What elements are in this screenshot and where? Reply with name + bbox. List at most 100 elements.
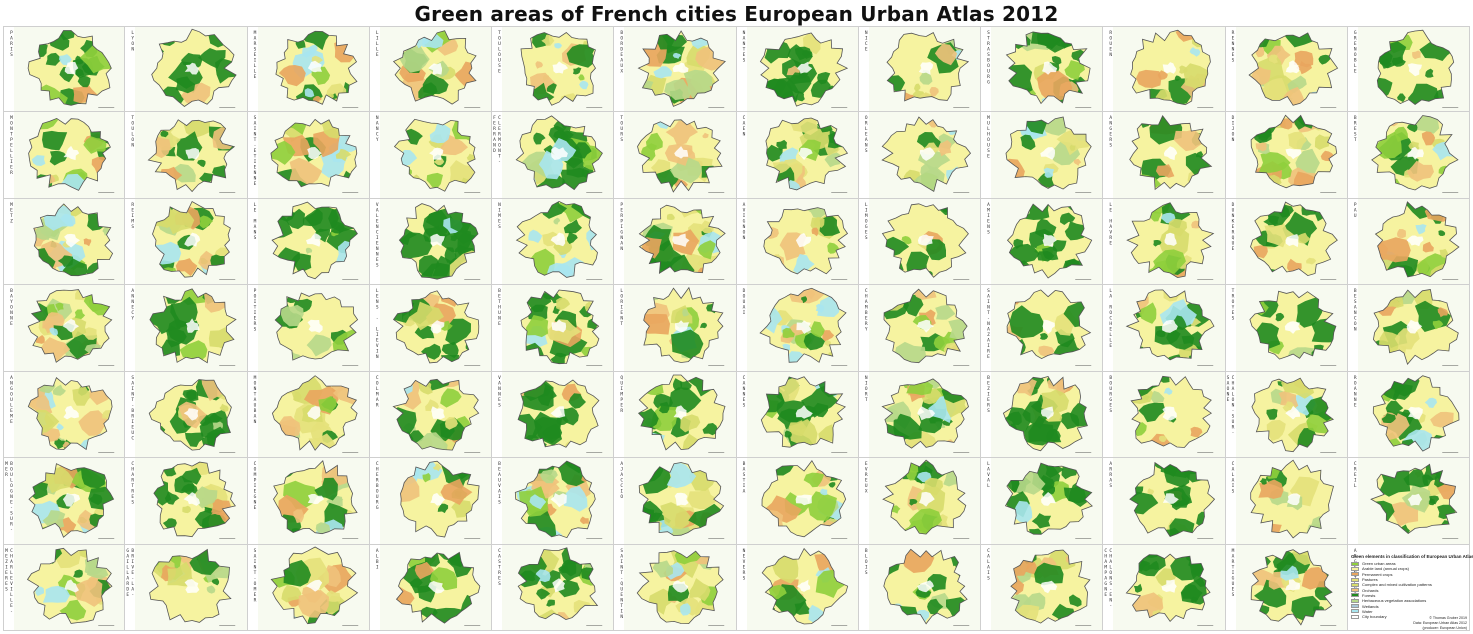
city-map [1113,112,1225,198]
city-map [1113,27,1225,112]
city-map-cell: LE HAVRE [1103,198,1226,286]
legend: Green elements in classification of Euro… [1351,554,1473,630]
legend-swatch [1351,582,1359,587]
map-title: Green areas of French cities European Ur… [414,2,1059,26]
city-map [1235,371,1347,458]
city-map-cell: NIMES [492,198,615,286]
city-label: RENNES [1230,31,1236,64]
city-map-cell: COLMAR [369,371,492,459]
city-map-cell: ROANNE [1347,371,1470,459]
city-map-cell: MULHOUSE [981,112,1104,199]
city-map [502,371,614,458]
city-map-cell: LORIENT [614,285,737,372]
city-map [502,27,614,112]
city-label: TOURS [619,116,625,144]
legend-swatch [1351,604,1359,609]
city-label: PAU [1352,202,1358,220]
city-map-cell: ALBI [369,544,492,631]
legend-item: City boundary [1351,614,1469,619]
city-map-cell: DOUAI [736,285,859,372]
city-map-cell: BLOIS [858,544,981,631]
city-label: CALAIS [986,548,991,582]
city-map [135,198,247,285]
city-label: ANNECY [130,289,136,323]
city-map-cell: BEAUVAIS [492,458,615,545]
legend-label: Complex and mixed cultivation patterns [1362,582,1432,588]
city-map-cell: METZ [3,198,126,286]
city-map [502,458,614,544]
city-map-cell: PARIS [3,26,126,113]
city-label: BASTIA [741,462,747,496]
legend-swatch [1351,566,1359,571]
city-label: MONTPELLIER [9,116,14,177]
city-map-cell: LILLE [369,26,492,113]
city-map-cell: LENS - LIEVIN [369,285,492,372]
city-map [868,112,980,198]
legend-label: Permanent crops [1362,571,1393,577]
city-label: MARSEILLE [252,31,258,81]
city-map-cell: QUIMPER [614,371,737,459]
city-map-cell: MARSEILLE [247,26,370,113]
city-map [135,458,247,544]
city-map [257,371,369,458]
city-label: REIMS [130,202,136,231]
legend-label: City boundary [1362,614,1387,620]
legend-label: Herbaceous vegetation associations [1362,598,1427,604]
city-map [991,544,1103,630]
city-map-cell: SAINT-BRIEUC [125,371,248,459]
legend-item: Water [1351,609,1469,614]
city-map-cell: BREST [1347,112,1470,199]
city-map-cell: TOULON [125,112,248,199]
city-label: ORLEANS [863,116,869,155]
city-map [379,112,491,198]
legend-item: Pastures [1351,577,1469,582]
city-map [257,458,369,544]
city-label: LE MANS [252,202,258,242]
city-label: LORIENT [619,289,625,328]
city-map [135,27,247,112]
city-label: MARTIGUES [1230,548,1236,599]
city-label: CHALONS-EN-CHAMPAGNE [1103,548,1114,610]
city-map [746,285,858,371]
city-label: DIJON [1230,116,1236,144]
city-map [135,112,247,198]
city-map [1235,458,1347,544]
city-map [624,27,736,112]
city-map-cell: BESANCON [1347,285,1470,372]
city-map [379,27,491,112]
city-map [624,198,736,285]
city-label: CLERMONT-FERRAND [492,116,502,166]
city-map [502,544,614,630]
city-map [868,371,980,458]
city-map-cell: SAINT-ETIENNE [247,112,370,199]
city-map-cell: NIORT [858,371,981,459]
city-map [502,285,614,371]
city-map-cell: BEZIERS [981,371,1104,459]
city-map-cell: NEVERS [736,544,859,631]
city-map [991,458,1103,544]
city-map [991,198,1103,285]
city-map-cell: ANGERS [1103,112,1226,199]
legend-label: Forests [1362,592,1376,598]
city-label: CALAIS [1230,462,1236,496]
city-label: TROYES [1230,289,1236,323]
city-label: PARIS [9,31,14,59]
city-label: CHAMBERY [863,289,869,334]
city-map-cell: SAINT-OMER [247,544,370,631]
city-map-cell: DIJON [1225,112,1348,199]
city-map [379,458,491,544]
city-map-cell: CHARLEVILLE-MEZIERES [3,544,126,631]
city-map [1357,112,1469,198]
city-map-cell: NANCY [369,112,492,199]
city-label: LENS - LIEVIN [374,289,380,361]
city-label: LYON [130,31,136,53]
city-map-cell: POITIERS [247,285,370,372]
legend-swatch [1351,614,1359,619]
city-label: CHARTRES [130,462,136,507]
city-map-cell: ROUEN [1103,26,1226,113]
legend-title: Green elements in classification of Euro… [1351,554,1473,559]
city-label: BOULOGNE-SUR-MER [4,462,14,534]
city-label: QUIMPER [619,375,625,415]
city-label: LE HAVRE [1108,202,1114,247]
city-label: BLOIS [863,548,869,577]
